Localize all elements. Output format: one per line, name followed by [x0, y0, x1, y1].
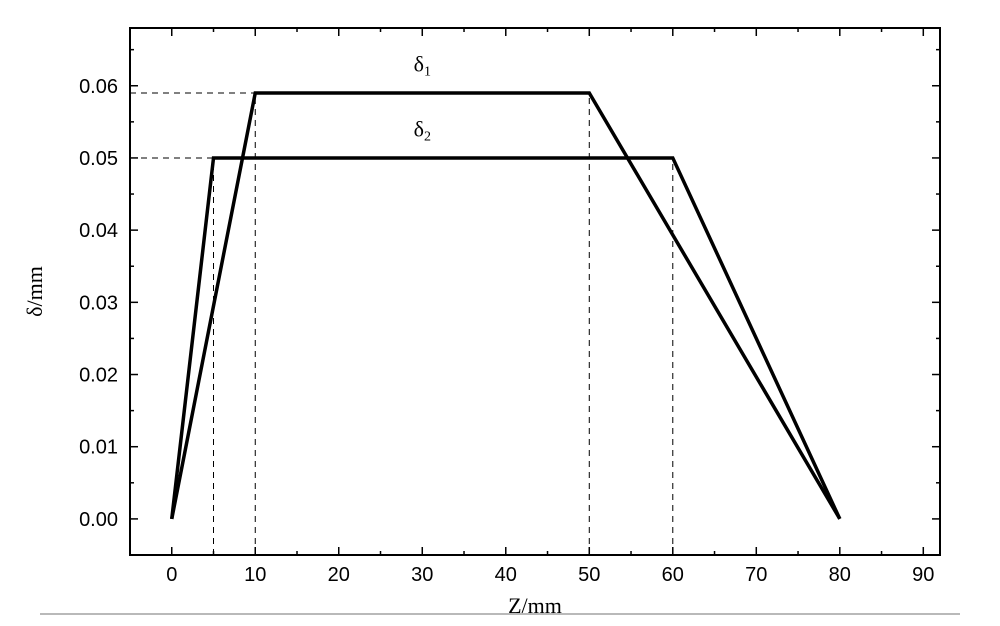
y-tick-label: 0.00: [79, 509, 118, 531]
y-axis-label: δ/mm: [22, 266, 47, 317]
y-tick-label: 0.03: [79, 292, 118, 314]
x-tick-label: 70: [745, 564, 767, 586]
x-tick-label: 60: [662, 564, 684, 586]
x-tick-label: 40: [495, 564, 517, 586]
chart-container: 0 10 20 30 40 50 60 70 80 90 Z/mm 0.00 0.01 0.02 0.03 0…: [0, 0, 1000, 626]
x-tick-label: 10: [244, 564, 266, 586]
y-tick-label: 0.04: [79, 220, 118, 242]
x-axis-label: Z/mm: [508, 593, 562, 618]
y-tick-label: 0.01: [79, 437, 118, 459]
y-tick-label: 0.05: [79, 148, 118, 170]
x-tick-label: 50: [578, 564, 600, 586]
y-tick-label: 0.06: [79, 76, 118, 98]
chart-svg: 0 10 20 30 40 50 60 70 80 90 Z/mm 0.00 0.01 0.02 0.03 0…: [0, 0, 1000, 626]
x-tick-label: 30: [411, 564, 433, 586]
y-tick-label: 0.02: [79, 365, 118, 387]
x-tick-label: 20: [328, 564, 350, 586]
x-tick-label: 0: [166, 564, 177, 586]
x-tick-label: 80: [829, 564, 851, 586]
x-tick-label: 90: [912, 564, 934, 586]
